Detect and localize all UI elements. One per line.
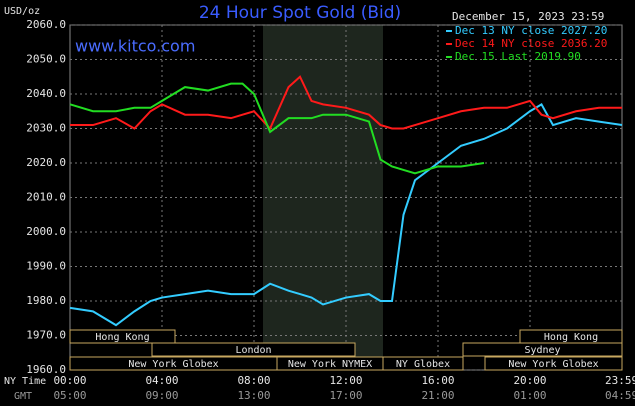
y-tick-label: 2030.0 bbox=[26, 122, 66, 135]
session-box bbox=[382, 356, 464, 371]
x-tick-label: 04:00 bbox=[145, 374, 178, 387]
x2-row-label: GMT bbox=[14, 391, 32, 402]
session-label: NY Globex bbox=[396, 359, 450, 370]
x-tick-label: 08:00 bbox=[237, 374, 270, 387]
x-tick-label: 12:00 bbox=[329, 374, 362, 387]
session-label: Sydney bbox=[524, 345, 560, 356]
y-tick-label: 1960.0 bbox=[26, 363, 66, 376]
x-row-label: NY Time bbox=[4, 376, 46, 387]
gmt-tick-label: 21:00 bbox=[421, 389, 454, 402]
legend-label: Dec 14 NY close 2036.20 bbox=[455, 37, 607, 50]
gmt-tick-label: 09:00 bbox=[145, 389, 178, 402]
gmt-tick-label: 17:00 bbox=[329, 389, 362, 402]
y-tick-label: 2050.0 bbox=[26, 53, 66, 66]
x-tick-label: 16:00 bbox=[421, 374, 454, 387]
y-tick-label: 2010.0 bbox=[26, 191, 66, 204]
gmt-tick-label: 13:00 bbox=[237, 389, 270, 402]
gmt-tick-label: 05:00 bbox=[53, 389, 86, 402]
chart-title: 24 Hour Spot Gold (Bid) bbox=[199, 3, 401, 23]
x-tick-label: 23:59 bbox=[605, 374, 635, 387]
session-label: Hong Kong bbox=[544, 332, 598, 343]
x-tick-label: 00:00 bbox=[53, 374, 86, 387]
y-tick-label: 2020.0 bbox=[26, 156, 66, 169]
gmt-tick-label: 04:59 bbox=[605, 389, 635, 402]
watermark: www.kitco.com bbox=[75, 37, 195, 56]
series-line bbox=[69, 102, 623, 327]
y-tick-label: 2000.0 bbox=[26, 225, 66, 238]
x-tick-label: 20:00 bbox=[513, 374, 546, 387]
session-label: New York NYMEX bbox=[288, 359, 372, 370]
chart-subtitle: December 15, 2023 23:59 bbox=[452, 10, 604, 23]
session-box bbox=[484, 356, 623, 371]
y-tick-label: 2040.0 bbox=[26, 87, 66, 100]
y-tick-label: 1980.0 bbox=[26, 294, 66, 307]
y-tick-label: 1990.0 bbox=[26, 260, 66, 273]
session-label: New York Globex bbox=[128, 359, 218, 370]
gmt-tick-label: 01:00 bbox=[513, 389, 546, 402]
legend-label: Dec 13 NY close 2027.20 bbox=[455, 24, 607, 37]
session-box bbox=[462, 342, 623, 357]
legend-label: Dec 15 Last 2019.90 bbox=[455, 50, 581, 63]
session-label: New York Globex bbox=[508, 359, 598, 370]
session-box bbox=[151, 342, 356, 357]
session-box bbox=[69, 329, 176, 344]
nymex-shade bbox=[263, 25, 383, 370]
y-tick-label: 2060.0 bbox=[26, 18, 66, 31]
y-tick-label: 1970.0 bbox=[26, 329, 66, 342]
series-line bbox=[69, 82, 485, 175]
series-line bbox=[70, 75, 622, 131]
session-label: London bbox=[235, 345, 271, 356]
session-label: Hong Kong bbox=[95, 332, 149, 343]
y-axis-label: USD/oz bbox=[4, 6, 40, 17]
